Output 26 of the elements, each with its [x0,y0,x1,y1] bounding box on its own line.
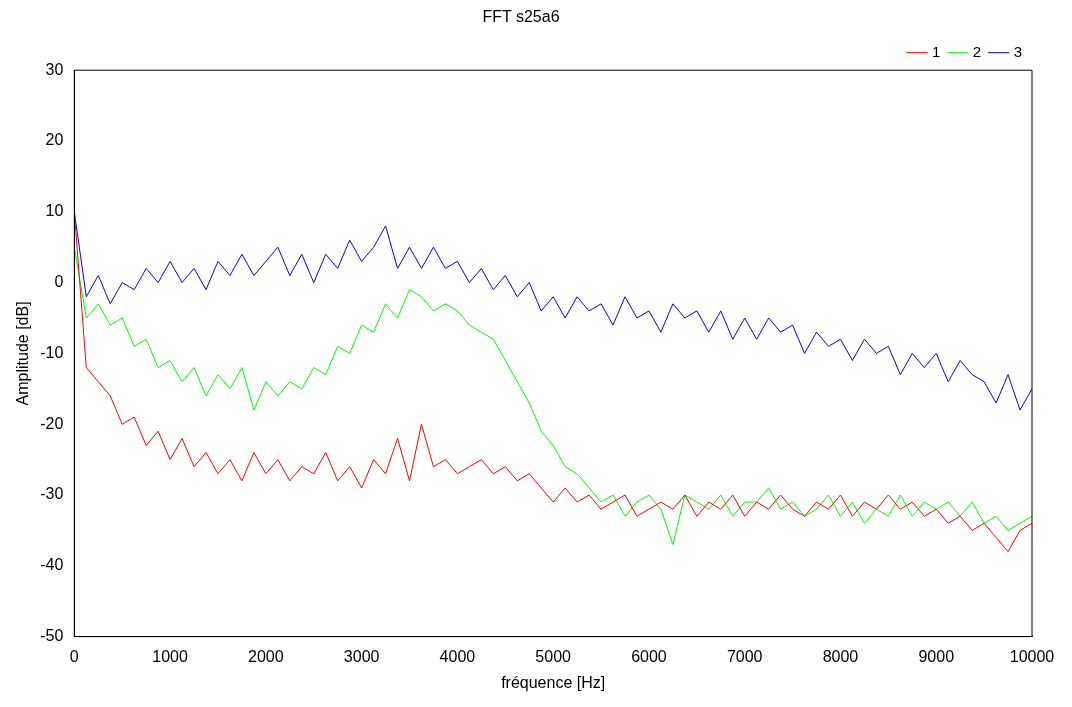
legend-label: 3 [1013,42,1022,60]
legend-label: 1 [931,42,941,60]
y-tick-label: -50 [40,627,64,645]
x-tick-label: 1000 [152,647,188,665]
y-tick-label: 0 [54,273,64,291]
y-tick-label: -20 [40,414,64,432]
y-tick-label: -10 [40,343,64,361]
x-tick-label: 2000 [248,647,284,665]
x-tick-label: 5000 [535,647,572,665]
chart-title: FFT s25a6 [482,8,560,26]
x-tick-label: 3000 [343,647,380,665]
y-tick-label: 10 [45,202,64,220]
y-tick-label: -40 [40,556,64,574]
x-tick-label: 6000 [631,647,667,665]
x-tick-label: 10000 [1009,647,1055,665]
x-tick-label: 7000 [726,647,763,665]
x-tick-label: 4000 [439,647,476,665]
x-tick-label: 8000 [822,647,859,665]
y-axis-title: Amplitude [dB] [14,301,32,406]
y-tick-label: -30 [40,485,64,503]
y-tick-label: 20 [45,131,64,149]
x-tick-label: 0 [69,647,79,665]
x-tick-label: 9000 [918,647,955,665]
x-axis-title: fréquence [Hz] [501,673,606,691]
legend-label: 2 [972,42,982,60]
y-tick-label: 30 [45,60,64,78]
